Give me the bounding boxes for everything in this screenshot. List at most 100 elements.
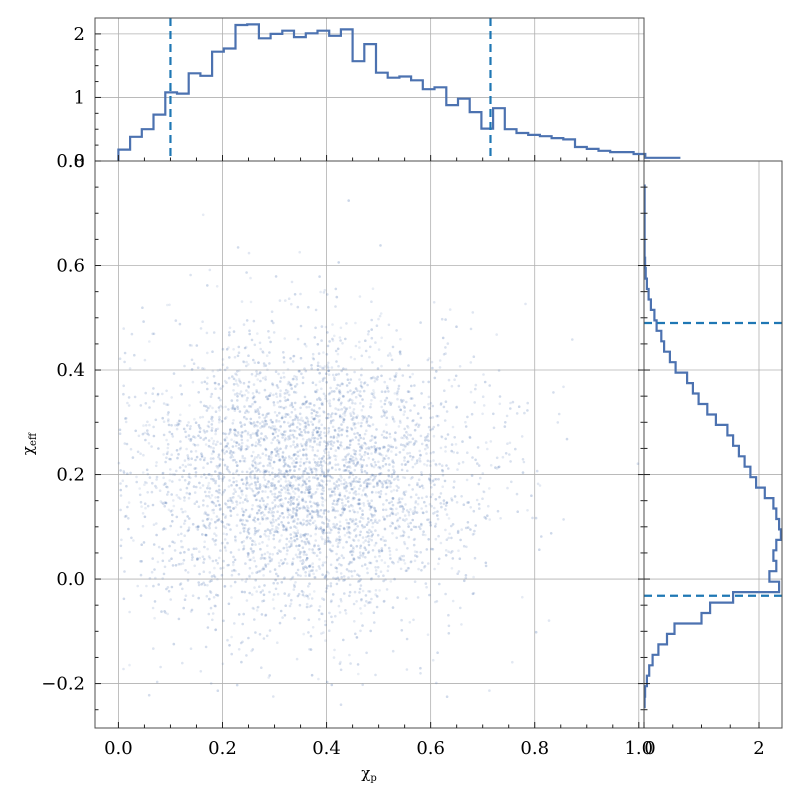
scatter-point — [262, 437, 266, 441]
scatter-point — [266, 528, 270, 531]
scatter-point — [297, 483, 301, 487]
scatter-point — [331, 544, 335, 548]
scatter-point — [214, 604, 217, 608]
scatter-point — [231, 445, 235, 448]
scatter-point — [393, 420, 396, 423]
scatter-point — [393, 439, 397, 443]
scatter-point — [296, 568, 300, 572]
scatter-point — [214, 481, 217, 485]
scatter-point — [212, 442, 215, 445]
scatter-point — [312, 357, 316, 361]
scatter-point — [368, 504, 371, 508]
scatter-point — [231, 422, 235, 425]
scatter-point — [361, 444, 364, 447]
scatter-point — [266, 412, 269, 416]
scatter-point — [231, 455, 235, 459]
scatter-point — [356, 431, 359, 435]
scatter-point — [349, 550, 352, 554]
scatter-point — [254, 481, 257, 485]
scatter-point — [204, 533, 208, 537]
scatter-point — [429, 428, 432, 432]
scatter-point — [331, 549, 334, 553]
scatter-point — [318, 419, 321, 422]
scatter-point — [218, 462, 222, 466]
scatter-point — [403, 445, 407, 449]
scatter-point — [206, 584, 209, 587]
scatter-point — [225, 381, 228, 385]
scatter-point — [212, 450, 215, 454]
scatter-point — [203, 512, 206, 515]
scatter-point — [311, 562, 315, 565]
scatter-point — [211, 537, 215, 541]
scatter-point — [354, 450, 358, 453]
scatter-point — [320, 469, 324, 472]
scatter-point — [358, 346, 361, 349]
scatter-point — [349, 355, 353, 359]
scatter-point — [151, 392, 154, 396]
scatter-point — [322, 351, 325, 354]
scatter-point — [509, 407, 512, 410]
scatter-point — [262, 499, 265, 503]
scatter-point — [367, 550, 371, 553]
scatter-point — [284, 456, 287, 460]
scatter-point — [316, 364, 320, 368]
scatter-point — [262, 484, 266, 487]
scatter-point — [275, 420, 278, 424]
scatter-point — [438, 359, 442, 362]
scatter-point — [162, 476, 165, 480]
scatter-point — [189, 476, 192, 480]
scatter-point — [119, 469, 122, 472]
scatter-point — [338, 415, 342, 419]
scatter-point — [230, 635, 233, 639]
scatter-point — [397, 384, 401, 388]
scatter-point — [154, 576, 157, 580]
scatter-point — [339, 326, 343, 330]
scatter-point — [416, 483, 419, 487]
scatter-point — [383, 527, 387, 530]
scatter-point — [276, 434, 280, 438]
scatter-point — [306, 513, 310, 517]
scatter-point — [266, 397, 270, 401]
scatter-point — [366, 333, 370, 336]
scatter-point — [376, 375, 380, 379]
scatter-point — [391, 445, 395, 449]
scatter-point — [178, 583, 182, 586]
scatter-point — [400, 436, 403, 440]
scatter-point — [245, 470, 249, 474]
scatter-point — [350, 480, 354, 484]
scatter-point — [369, 475, 373, 479]
scatter-point — [562, 385, 565, 389]
scatter-point — [282, 528, 285, 532]
scatter-point — [221, 479, 224, 483]
scatter-point — [380, 433, 384, 437]
scatter-point — [207, 425, 211, 429]
scatter-point — [295, 383, 299, 386]
scatter-point — [214, 520, 217, 524]
scatter-point — [175, 427, 179, 431]
scatter-point — [441, 469, 445, 473]
scatter-point — [474, 524, 478, 527]
scatter-point — [308, 570, 311, 573]
scatter-point — [277, 440, 281, 444]
scatter-point — [344, 609, 347, 612]
scatter-point — [209, 682, 213, 685]
scatter-point — [381, 535, 385, 539]
scatter-point — [444, 549, 448, 552]
scatter-point — [202, 429, 206, 432]
scatter-point — [162, 527, 166, 530]
scatter-point — [320, 466, 323, 470]
scatter-point — [311, 446, 315, 449]
scatter-point — [308, 513, 312, 516]
scatter-point — [150, 490, 154, 494]
scatter-point — [336, 408, 340, 411]
scatter-point — [264, 565, 268, 568]
scatter-point — [271, 471, 274, 475]
scatter-point — [380, 415, 384, 418]
scatter-point — [429, 401, 433, 405]
scatter-point — [420, 496, 424, 500]
right-histogram — [643, 184, 782, 709]
scatter-point — [203, 525, 207, 528]
scatter-point — [227, 563, 230, 567]
scatter-point — [371, 525, 374, 529]
scatter-point — [332, 508, 335, 512]
